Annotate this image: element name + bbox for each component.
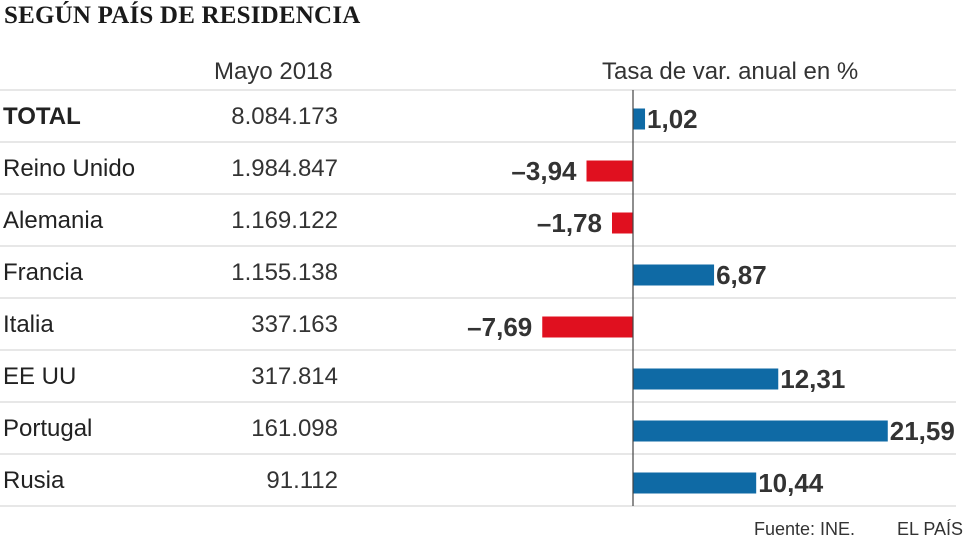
category-label: Italia [3, 311, 54, 338]
chart-title: SEGÚN PAÍS DE RESIDENCIA [4, 2, 361, 29]
bar-data-label: 6,87 [716, 260, 767, 290]
bar-data-label: 21,59 [890, 416, 955, 446]
bar [586, 160, 633, 182]
bar-data-label: 12,31 [780, 364, 845, 394]
value-label: 8.084.173 [231, 103, 338, 130]
category-label: Rusia [3, 467, 65, 494]
category-label: EE UU [3, 363, 76, 390]
column-header-value: Mayo 2018 [214, 58, 333, 85]
category-label: Francia [3, 259, 84, 286]
bar [611, 212, 633, 234]
bar-data-label: 1,02 [647, 104, 698, 134]
value-label: 1.155.138 [231, 259, 338, 286]
bar [633, 368, 779, 390]
bar [542, 316, 633, 338]
category-label: TOTAL [3, 103, 81, 130]
bar [633, 264, 715, 286]
bar-data-label: –3,94 [511, 156, 577, 186]
bar-data-label: –1,78 [537, 208, 602, 238]
value-label: 1.984.847 [231, 155, 338, 182]
value-label: 317.814 [251, 363, 338, 390]
category-label: Alemania [3, 207, 104, 234]
value-label: 1.169.122 [231, 207, 338, 234]
value-label: 91.112 [266, 467, 338, 494]
bar [633, 420, 888, 442]
bar-data-label: 10,44 [758, 468, 824, 498]
category-label: Reino Unido [3, 155, 135, 182]
column-header-rate: Tasa de var. anual en % [602, 58, 859, 85]
value-label: 161.098 [251, 415, 338, 442]
source-note: Fuente: INE. [754, 519, 856, 539]
bar-data-label: –7,69 [467, 312, 532, 342]
value-label: 337.163 [251, 311, 338, 338]
bar [633, 108, 646, 130]
brand-label: EL PAÍS [897, 519, 964, 539]
bar [633, 472, 757, 494]
category-label: Portugal [3, 415, 92, 442]
